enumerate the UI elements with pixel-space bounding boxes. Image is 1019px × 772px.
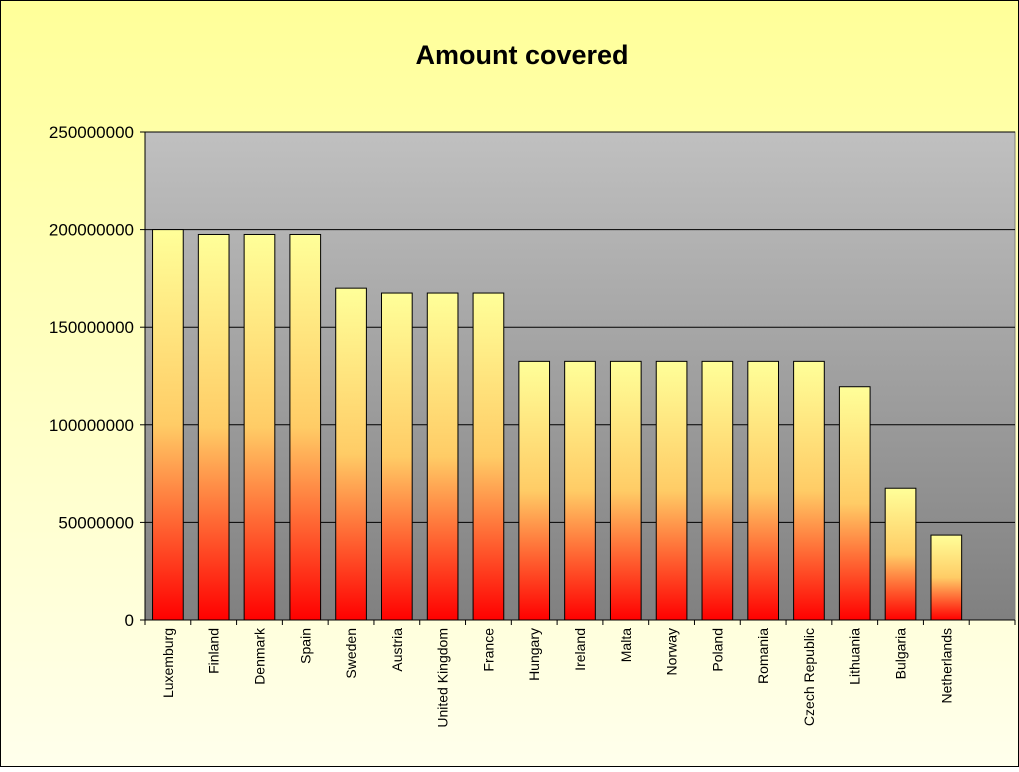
y-tick-label: 100000000 (49, 416, 134, 435)
bar (289, 233, 322, 621)
y-tick-label: 50000000 (58, 513, 134, 532)
y-tick-label: 0 (125, 611, 134, 630)
y-axis-ticks: 0 50000000 100000000 150000000 200000000 2500… (49, 123, 145, 630)
y-tick-label: 150000000 (49, 318, 134, 337)
y-tick-label: 200000000 (49, 221, 134, 240)
bar (197, 233, 230, 621)
chart-title: Amount covered (415, 40, 628, 70)
bar (472, 292, 505, 621)
x-tick-label: Malta (618, 628, 634, 662)
x-axis-ticks: Luxemburg Finland Denmark Spain Sweden Austri… (144, 620, 1016, 728)
x-tick-label: Finland (206, 628, 222, 674)
bar (152, 229, 184, 621)
x-tick-label: Romania (755, 628, 771, 684)
x-tick-label: Sweden (343, 628, 359, 679)
bar (335, 287, 367, 621)
bar (564, 360, 596, 621)
x-tick-label: Bulgaria (893, 628, 909, 680)
bar (381, 292, 413, 621)
x-tick-label: Denmark (251, 627, 267, 685)
x-tick-label: Lithuania (847, 628, 863, 685)
bar (243, 233, 276, 621)
bar (838, 386, 871, 621)
x-tick-label: France (480, 628, 496, 672)
x-tick-label: Netherlands (938, 628, 954, 704)
bar (747, 360, 779, 621)
bar (426, 292, 459, 621)
bar (518, 360, 551, 621)
x-tick-label: Ireland (572, 628, 588, 671)
bars (152, 229, 963, 621)
x-tick-label: Poland (709, 628, 725, 672)
bar (655, 360, 688, 621)
x-tick-label: Czech Republic (801, 628, 817, 726)
bar (793, 360, 825, 621)
bar (884, 487, 917, 621)
x-tick-label: Luxemburg (160, 628, 176, 698)
x-tick-label: Norway (664, 628, 680, 675)
bar (609, 360, 642, 621)
y-tick-label: 250000000 (49, 123, 134, 142)
x-tick-label: United Kingdom (435, 628, 451, 728)
x-tick-label: Spain (297, 628, 313, 664)
x-tick-label: Hungary (526, 628, 542, 681)
x-tick-label: Austria (389, 628, 405, 672)
bar (930, 534, 963, 621)
bar (701, 360, 734, 621)
